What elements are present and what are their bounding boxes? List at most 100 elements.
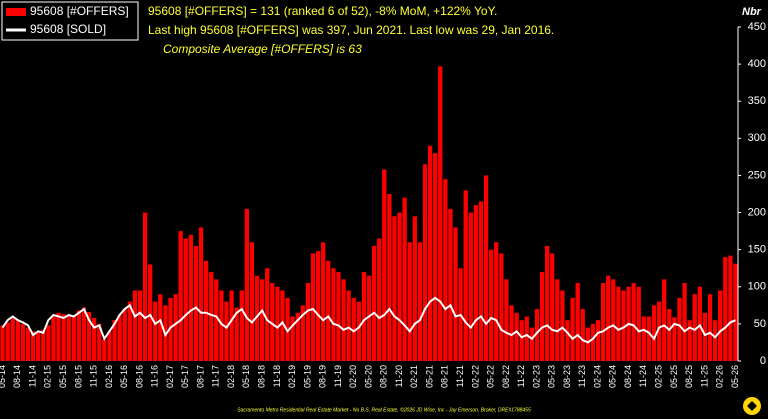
annotation: 95608 [#OFFERS] = 131 (ranked 6 of 52), … — [148, 4, 497, 18]
x-tick-label: 11-15 — [89, 365, 99, 387]
x-tick-label: 05-25 — [669, 365, 679, 388]
bar — [132, 290, 138, 361]
bar — [341, 279, 346, 361]
bar — [656, 301, 662, 361]
bar — [728, 255, 733, 361]
bar — [667, 309, 672, 361]
bar — [489, 249, 494, 361]
bar — [611, 279, 616, 361]
bar — [555, 279, 560, 361]
bar — [331, 268, 336, 361]
bar — [168, 297, 173, 361]
legend-swatch — [6, 8, 26, 16]
footer: Sacramento Metro Residential Real Estate… — [237, 406, 531, 413]
x-tick-label: 05-18 — [241, 365, 251, 388]
bar — [366, 275, 372, 361]
bar — [682, 283, 687, 361]
bar — [153, 301, 158, 361]
x-tick-label: 05-26 — [730, 365, 740, 388]
x-tick-label: 02-21 — [409, 365, 419, 388]
bar — [356, 301, 361, 361]
annotation: Last high 95608 [#OFFERS] was 397, Jun 2… — [148, 23, 554, 37]
x-tick-label: 11-19 — [333, 365, 343, 387]
bar — [178, 231, 183, 361]
bar — [453, 227, 458, 361]
bar — [173, 294, 178, 361]
x-tick-label: 05-14 — [0, 365, 7, 388]
bar — [387, 194, 392, 361]
bar — [5, 322, 10, 361]
bar — [534, 309, 540, 361]
bar — [254, 275, 260, 361]
bar — [295, 312, 300, 361]
x-tick-label: 05-20 — [363, 365, 373, 388]
bar — [712, 320, 718, 361]
bar — [336, 271, 341, 361]
bar — [483, 175, 489, 361]
x-tick-label: 08-18 — [256, 365, 266, 388]
bar — [224, 301, 229, 361]
bar — [545, 245, 550, 361]
bar — [443, 179, 448, 361]
bar — [478, 201, 484, 361]
bar — [631, 283, 636, 361]
x-tick-label: 05-19 — [302, 365, 312, 388]
bar — [102, 339, 107, 361]
bar — [392, 216, 397, 361]
bar — [361, 271, 367, 361]
x-tick-label: 11-23 — [577, 365, 587, 387]
bar — [86, 312, 92, 361]
x-tick-label: 02-20 — [348, 365, 358, 388]
bar — [697, 286, 702, 361]
bar — [81, 307, 87, 361]
bar — [570, 297, 575, 361]
x-tick-label: 08-21 — [440, 365, 450, 388]
x-tick-label: 02-17 — [165, 365, 175, 388]
bar — [142, 212, 148, 361]
bar — [0, 325, 5, 361]
bar — [249, 242, 255, 361]
bar — [539, 271, 545, 361]
bar — [616, 286, 621, 361]
x-tick-label: 05-21 — [424, 365, 434, 388]
x-tick-label: 11-24 — [638, 365, 648, 387]
bar — [71, 314, 76, 361]
bar — [402, 197, 407, 361]
x-tick-label: 08-22 — [501, 365, 511, 388]
bar — [621, 290, 626, 361]
bar — [326, 260, 331, 361]
bar — [117, 314, 122, 361]
y-tick-label: 250 — [748, 169, 766, 181]
bar — [300, 305, 305, 361]
bar — [234, 307, 239, 361]
bar — [229, 290, 234, 361]
bar — [677, 297, 682, 361]
bar — [733, 263, 738, 361]
x-tick-label: 11-14 — [27, 365, 37, 387]
x-tick-label: 11-25 — [699, 365, 709, 387]
bar — [468, 212, 473, 361]
line — [1, 296, 736, 344]
x-tick-label: 02-15 — [43, 365, 53, 388]
bar — [10, 317, 15, 361]
bar — [433, 153, 438, 361]
y-tick-label: 50 — [754, 318, 766, 330]
x-tick-label: 02-26 — [715, 365, 725, 388]
bar — [97, 323, 102, 361]
bar — [524, 316, 529, 361]
bar — [590, 323, 596, 361]
bar — [519, 320, 524, 361]
bar — [473, 205, 479, 361]
bar — [15, 320, 20, 361]
bar — [127, 301, 132, 361]
bar — [407, 242, 412, 361]
bar — [687, 320, 692, 361]
y-tick-label: 300 — [748, 132, 766, 144]
bar — [651, 305, 657, 361]
bar — [636, 286, 641, 361]
x-tick-label: 11-20 — [394, 365, 404, 387]
bar — [61, 314, 66, 361]
x-tick-label: 02-18 — [226, 365, 236, 388]
bar — [183, 238, 188, 361]
bar — [148, 264, 153, 361]
